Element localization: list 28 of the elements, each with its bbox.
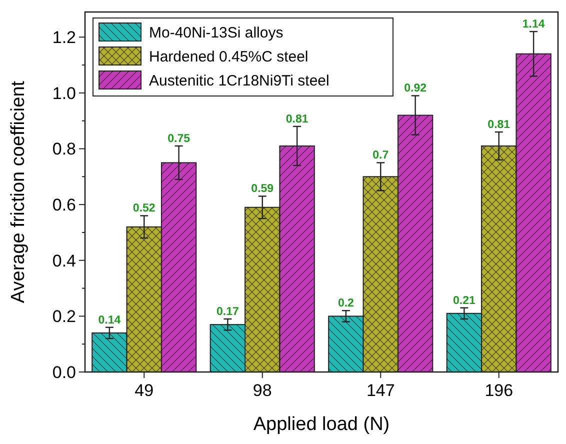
data-label: 0.52: [132, 202, 156, 215]
data-label: 0.75: [168, 132, 191, 145]
y-tick-label: 1.2: [52, 28, 76, 48]
y-tick-label: 0.2: [52, 307, 76, 326]
x-tick-label: 49: [134, 381, 154, 400]
y-axis-title: Average friction coefficient: [8, 80, 29, 304]
legend-label: Hardened 0.45%C steel: [149, 48, 308, 66]
data-label: 0.92: [404, 82, 427, 95]
legend-label: Austenitic 1Cr18Ni9Ti steel: [149, 72, 330, 90]
y-tick-label: 0.6: [52, 196, 76, 215]
y-tick-label: 0.8: [52, 140, 76, 159]
data-label: 0.2: [338, 298, 354, 310]
data-label: 1.14: [522, 18, 546, 31]
y-tick-label: 1.0: [52, 84, 76, 103]
data-label: 0.21: [452, 294, 476, 307]
data-label: 0.59: [251, 183, 274, 196]
data-label: 0.17: [216, 306, 239, 318]
y-tick-label: 0.0: [52, 362, 76, 382]
data-label: 0.14: [98, 314, 122, 326]
x-tick-label: 147: [366, 381, 395, 400]
x-tick-label: 98: [252, 381, 272, 400]
x-axis-title: Applied load (N): [253, 414, 390, 435]
data-label: 0.7: [372, 150, 389, 162]
x-tick-label: 196: [484, 381, 514, 400]
legend-label: Mo-40Ni-13Si alloys: [149, 24, 284, 42]
data-label: 0.81: [488, 119, 511, 131]
data-label: 0.81: [286, 113, 309, 126]
y-tick-label: 0.4: [52, 251, 76, 270]
